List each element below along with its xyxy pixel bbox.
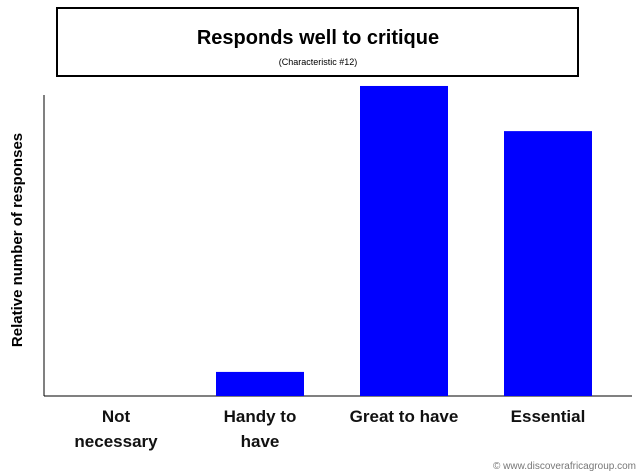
x-tick-label: Not necessary xyxy=(74,407,158,451)
chart-subtitle: (Characteristic #12) xyxy=(279,57,358,67)
bar xyxy=(360,85,448,396)
bar xyxy=(216,371,304,396)
x-tick-label: Great to have xyxy=(349,407,459,426)
x-tick-label: Essential xyxy=(510,407,586,426)
footer: © www.discoverafricagroup.com xyxy=(493,461,636,472)
chart-title: Responds well to critique xyxy=(197,27,439,49)
title-box xyxy=(56,7,579,77)
bar xyxy=(504,131,592,396)
x-tick-label: Handy to have xyxy=(223,407,297,451)
y-axis-label: Relative number of responses xyxy=(9,133,26,347)
